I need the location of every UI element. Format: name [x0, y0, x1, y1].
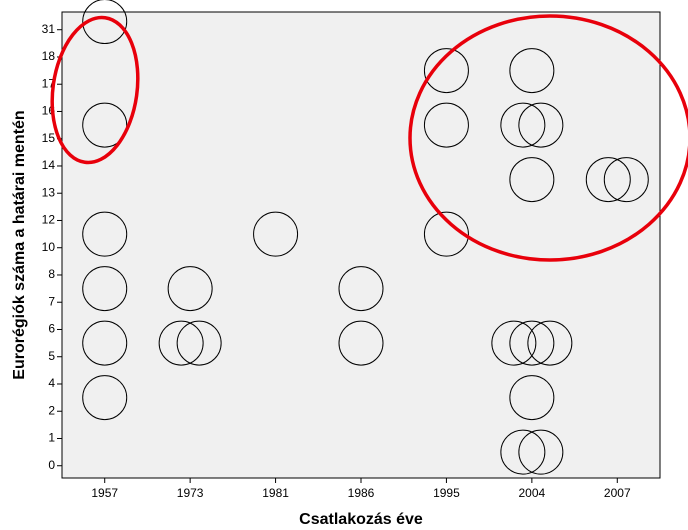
- point: [500, 429, 546, 475]
- point: [82, 320, 128, 366]
- y-tick-label: 6: [48, 322, 55, 336]
- marks: [82, 0, 649, 475]
- point: [423, 211, 469, 257]
- point: [491, 320, 537, 366]
- x-tick-label: 1973: [177, 486, 204, 500]
- point: [82, 211, 128, 257]
- point: [603, 157, 649, 203]
- y-tick-label: 13: [42, 185, 56, 199]
- y-tick-label: 2: [48, 403, 55, 417]
- point: [82, 266, 128, 312]
- y-axis-title: Eurorégiók száma a határai mentén: [11, 110, 28, 379]
- point: [82, 375, 128, 421]
- x-tick-label: 1981: [262, 486, 289, 500]
- y-tick-label: 5: [48, 349, 55, 363]
- point: [509, 375, 555, 421]
- point: [338, 320, 384, 366]
- point: [176, 320, 222, 366]
- point: [423, 102, 469, 148]
- point: [338, 266, 384, 312]
- x-tick-label: 1986: [348, 486, 375, 500]
- x-axis-title: Csatlakozás éve: [299, 511, 423, 528]
- y-tick-label: 7: [48, 294, 55, 308]
- x-tick-label: 2007: [604, 486, 631, 500]
- point: [167, 266, 213, 312]
- point: [82, 0, 128, 45]
- point: [500, 102, 546, 148]
- x-tick-label: 2004: [519, 486, 546, 500]
- point: [518, 429, 564, 475]
- x-tick-label: 1995: [433, 486, 460, 500]
- y-tick-label: 18: [42, 49, 56, 63]
- point: [527, 320, 573, 366]
- point: [518, 102, 564, 148]
- y-tick-label: 10: [42, 240, 56, 254]
- point: [509, 48, 555, 94]
- y-tick-label: 1: [48, 431, 55, 445]
- highlight-ellipse: [50, 15, 140, 165]
- point: [509, 157, 555, 203]
- point: [423, 48, 469, 94]
- point: [253, 211, 299, 257]
- point: [585, 157, 631, 203]
- y-tick-label: 15: [42, 131, 56, 145]
- y-tick-label: 8: [48, 267, 55, 281]
- y-tick-label: 12: [42, 213, 56, 227]
- y-tick-label: 14: [42, 158, 56, 172]
- plot-area: [61, 11, 661, 479]
- highlight-ellipse: [408, 14, 688, 262]
- y-tick-label: 31: [42, 22, 56, 36]
- point: [509, 320, 555, 366]
- x-tick-label: 1957: [91, 486, 118, 500]
- y-tick-label: 0: [48, 458, 55, 472]
- y-tick-label: 4: [48, 376, 55, 390]
- point: [158, 320, 204, 366]
- point: [82, 102, 128, 148]
